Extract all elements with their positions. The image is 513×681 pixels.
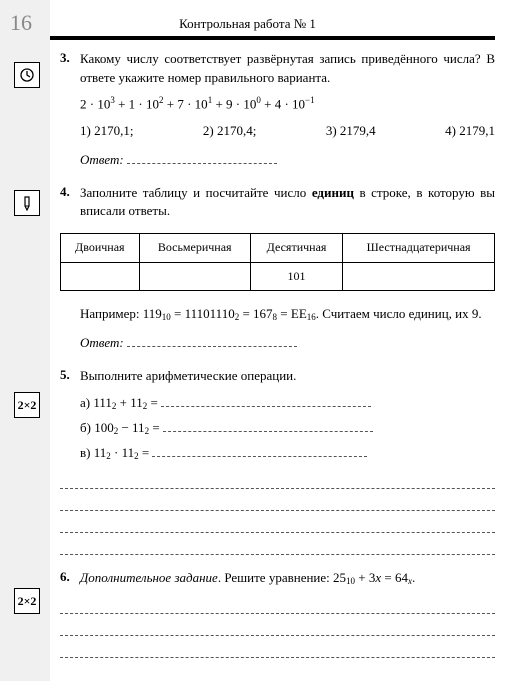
task-4: 4. Заполните таблицу и посчитайте число … (60, 184, 495, 353)
task6-worklines (60, 596, 495, 658)
cell-octal (139, 262, 250, 290)
task3-options: 1) 2170,1; 2) 2170,4; 3) 2179,4 4) 2179,… (80, 122, 495, 141)
col-octal: Восьмеричная (139, 234, 250, 262)
task5-b: б) 1002 − 112 = (80, 419, 495, 438)
task5-text: Выполните арифметические операции. (80, 367, 495, 386)
option-3: 3) 2179,4 (326, 122, 376, 141)
calc-icon-1: 2×2 (14, 392, 40, 418)
cell-hex (343, 262, 495, 290)
workline (60, 640, 495, 658)
task6-text: Дополнительное задание. Решите уравнение… (80, 569, 495, 588)
workline (60, 537, 495, 555)
cell-decimal: 101 (250, 262, 342, 290)
workline (60, 596, 495, 614)
option-2: 2) 2170,4; (203, 122, 256, 141)
number-systems-table: Двоичная Восьмеричная Десятичная Шестнад… (60, 233, 495, 291)
task-5: 5. Выполните арифметические операции. а)… (60, 367, 495, 555)
task-number: 4. (60, 184, 70, 200)
option-1: 1) 2170,1; (80, 122, 133, 141)
task3-expression: 2 · 103 + 1 · 102 + 7 · 101 + 9 · 100 + … (80, 94, 495, 114)
col-decimal: Десятичная (250, 234, 342, 262)
table-data-row: 101 (61, 262, 495, 290)
answer-label: Ответ: (80, 335, 124, 350)
cell-binary (61, 262, 140, 290)
header-title: Контрольная работа № 1 (0, 16, 495, 32)
task4-answer: Ответ: (80, 334, 495, 353)
task-3: 3. Какому числу соответствует развёрнута… (60, 50, 495, 170)
content-area: 3. Какому числу соответствует развёрнута… (60, 50, 495, 672)
task-6: 6. Дополнительное задание. Решите уравне… (60, 569, 495, 658)
task-number: 6. (60, 569, 70, 585)
task3-answer: Ответ: (80, 151, 495, 170)
clock-icon (14, 62, 40, 88)
option-4: 4) 2179,1 (445, 122, 495, 141)
table-header-row: Двоичная Восьмеричная Десятичная Шестнад… (61, 234, 495, 262)
left-margin-strip (0, 0, 50, 681)
answer-blank (127, 154, 277, 164)
workline (60, 618, 495, 636)
task4-example: Например: 11910 = 111011102 = 1678 = EE1… (80, 305, 495, 324)
task3-text: Какому числу соответствует развёрнутая з… (80, 50, 495, 88)
answer-label: Ответ: (80, 152, 124, 167)
workline (60, 493, 495, 511)
calc-icon-2: 2×2 (14, 588, 40, 614)
col-hex: Шестнадцатеричная (343, 234, 495, 262)
task4-text: Заполните таблицу и посчитайте число еди… (80, 184, 495, 222)
task5-c: в) 112 · 112 = (80, 444, 495, 463)
header-rule (50, 36, 495, 40)
task-number: 5. (60, 367, 70, 383)
task-number: 3. (60, 50, 70, 66)
task5-worklines (60, 471, 495, 555)
workline (60, 515, 495, 533)
col-binary: Двоичная (61, 234, 140, 262)
task5-a: а) 1112 + 112 = (80, 394, 495, 413)
pencil-icon (14, 190, 40, 216)
answer-blank (127, 337, 297, 347)
workline (60, 471, 495, 489)
